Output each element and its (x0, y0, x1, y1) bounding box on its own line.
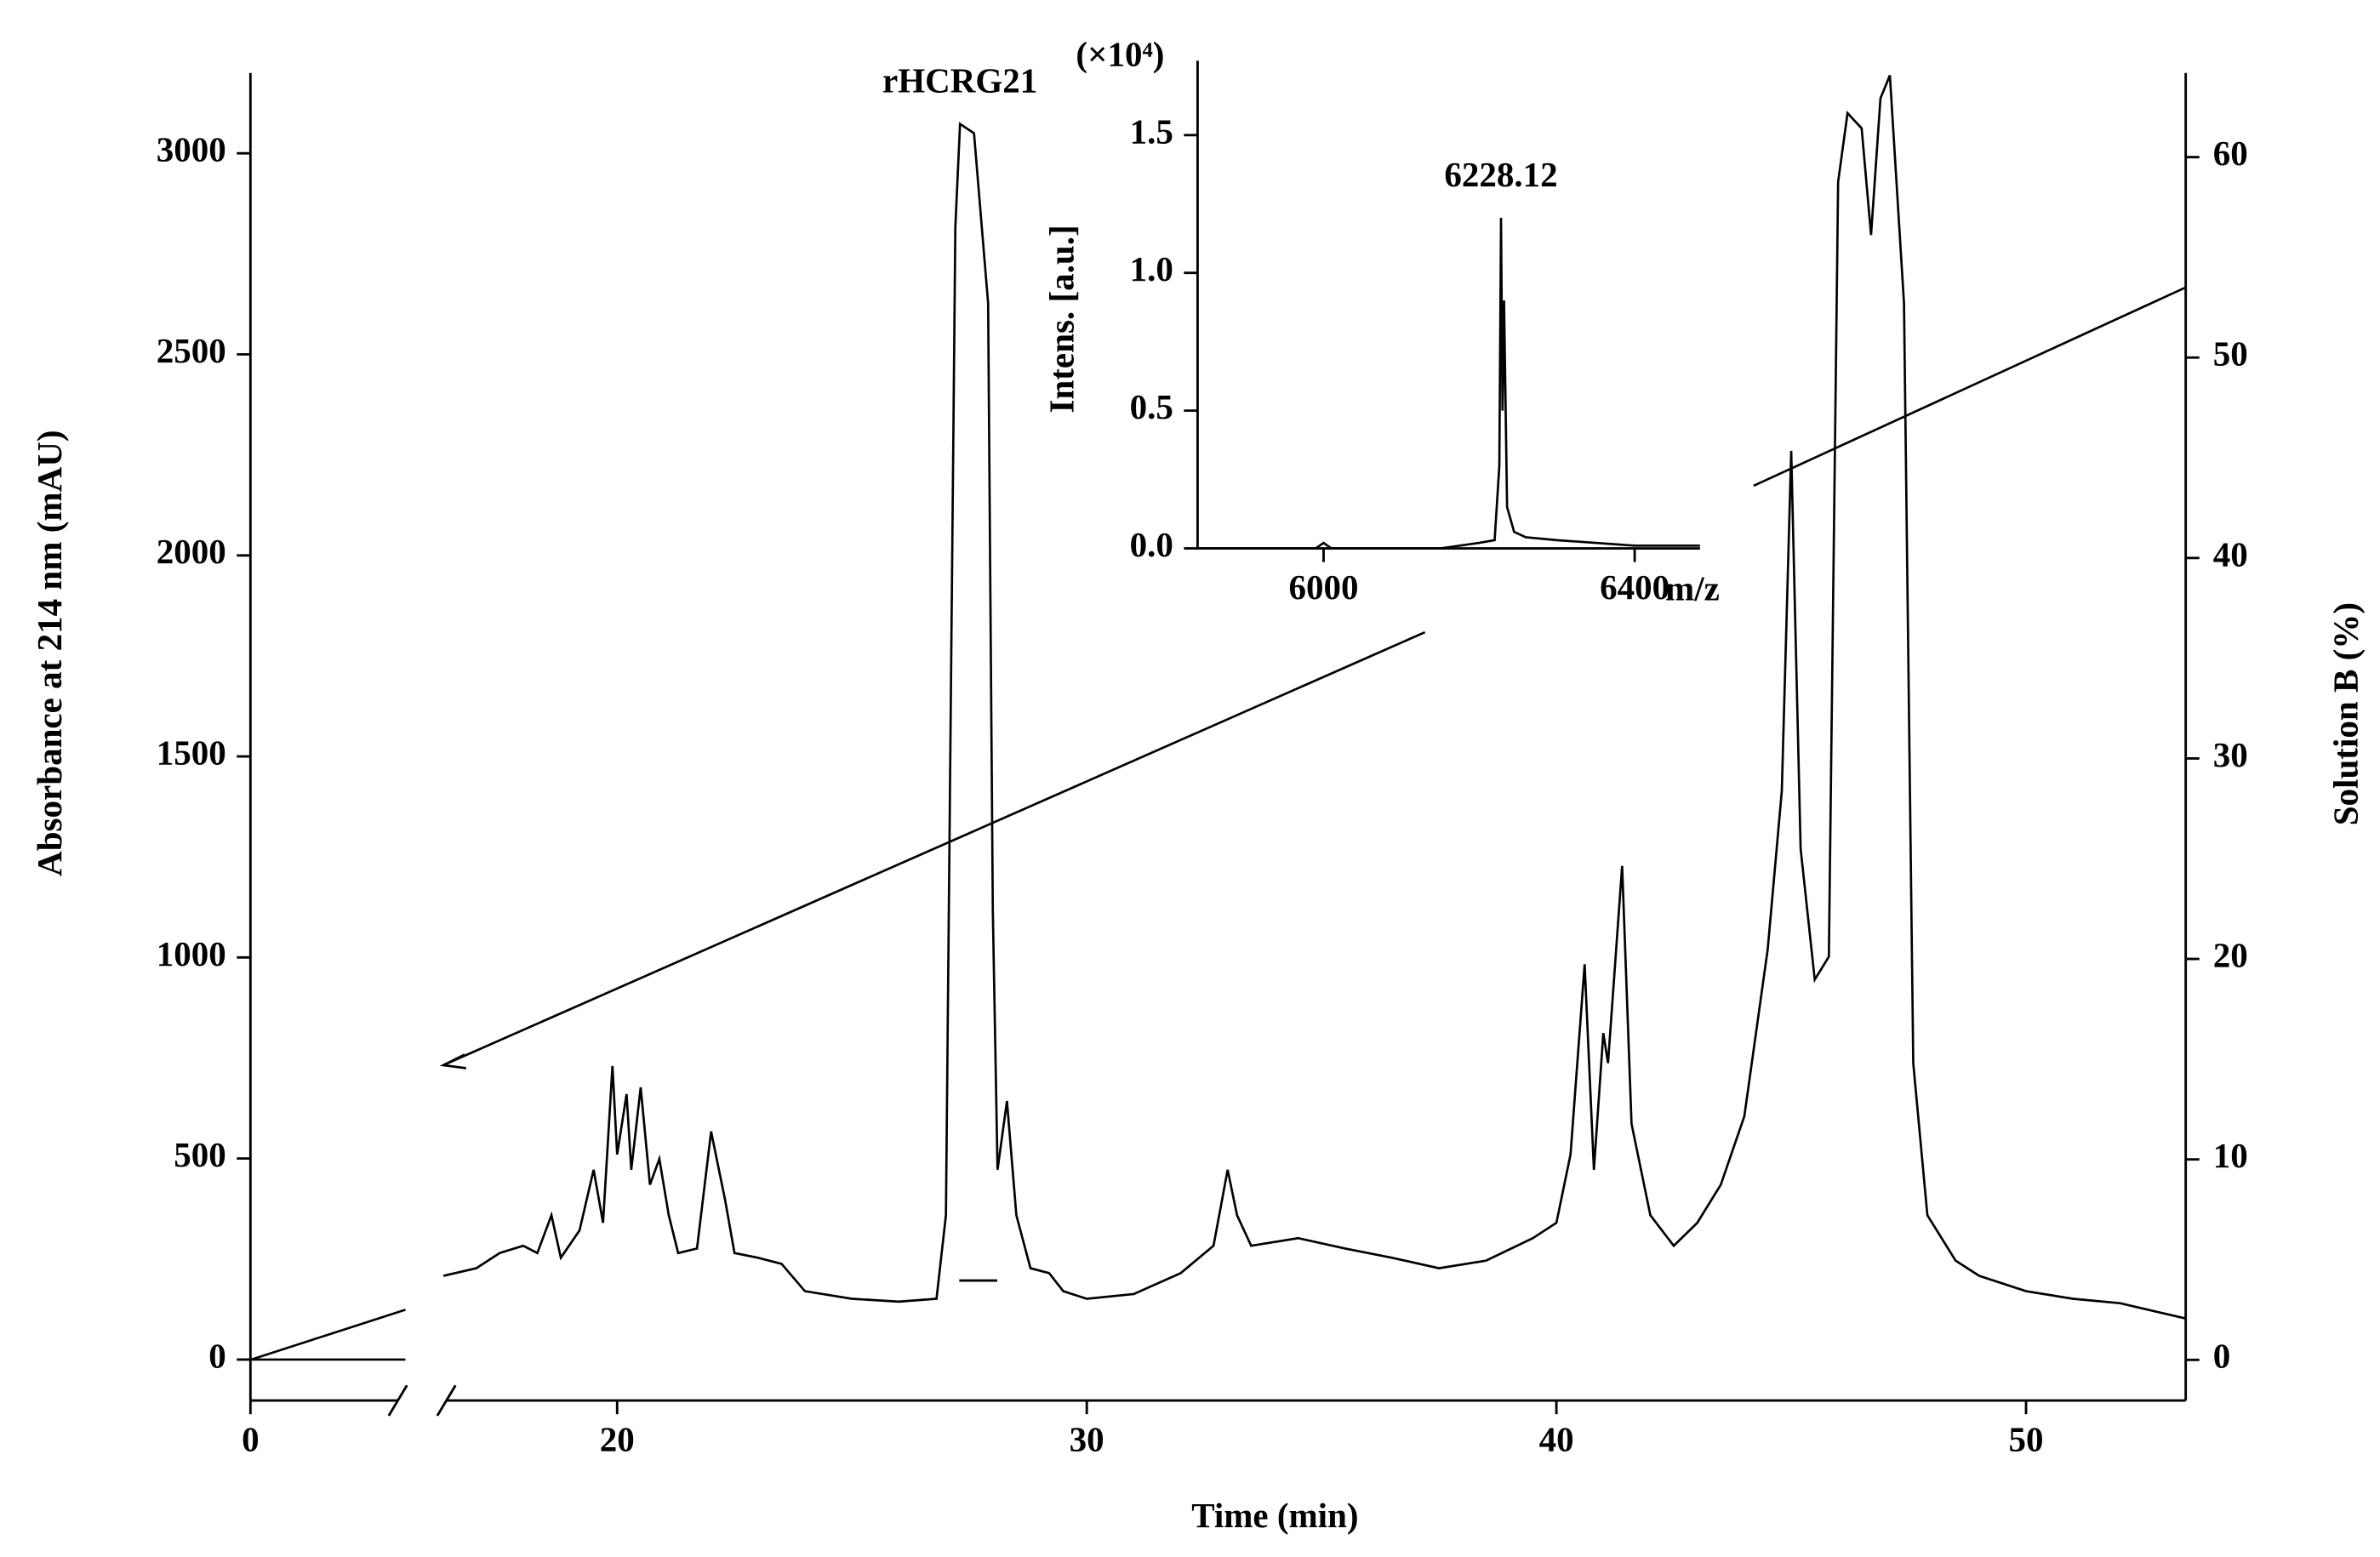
x-tick-label: 20 (600, 1420, 635, 1459)
gradient-arrow (439, 1053, 466, 1069)
y2-tick-label: 50 (2213, 334, 2248, 374)
gradient-line (249, 286, 2187, 1361)
annotation: 6228.12 (1444, 155, 1557, 194)
y-tick-label: 1000 (157, 934, 226, 973)
y-tick-label: 0 (208, 1336, 226, 1375)
y2-tick-label: 10 (2213, 1136, 2248, 1175)
x-tick-label: 6400 (1600, 567, 1669, 607)
trace (250, 75, 2186, 1361)
y-tick-label: 0.0 (1130, 525, 1173, 564)
y-tick-label: 1500 (157, 733, 226, 772)
y2-tick-label: 40 (2213, 534, 2248, 573)
inset-x-label: m/z (1665, 569, 1720, 608)
x-tick-label: 30 (1070, 1420, 1104, 1459)
y2-tick-label: 0 (2213, 1337, 2231, 1376)
y-tick-label: 500 (174, 1135, 226, 1174)
inset-scale-label: (×10⁴) (1076, 34, 1164, 73)
x-tick-label: 0 (242, 1420, 260, 1459)
x-axis-label: Time (min) (1191, 1496, 1358, 1535)
y-tick-label: 0.5 (1130, 387, 1173, 426)
y-tick-label: 2000 (157, 532, 226, 571)
inset-y-label: Intens. [a.u.] (1042, 225, 1082, 413)
annotation: rHCRG21 (882, 61, 1037, 100)
y2-axis-label: Solution B (%) (2326, 602, 2366, 825)
y-tick-label: 1.0 (1130, 249, 1173, 288)
y2-tick-label: 60 (2213, 134, 2248, 173)
trace (1197, 218, 1700, 550)
y-axis-label: Absorbance at 214 nm (mAU) (30, 430, 69, 875)
x-tick-label: 40 (1539, 1420, 1574, 1459)
axis-break (436, 1384, 457, 1417)
axis-break (387, 1384, 408, 1417)
y2-tick-label: 20 (2213, 935, 2248, 974)
y-tick-label: 2500 (157, 331, 226, 370)
y2-tick-label: 30 (2213, 735, 2248, 774)
x-tick-label: 6000 (1288, 567, 1358, 607)
y-tick-label: 3000 (157, 130, 226, 169)
y-tick-label: 1.5 (1130, 111, 1173, 151)
x-tick-label: 50 (2009, 1420, 2044, 1459)
